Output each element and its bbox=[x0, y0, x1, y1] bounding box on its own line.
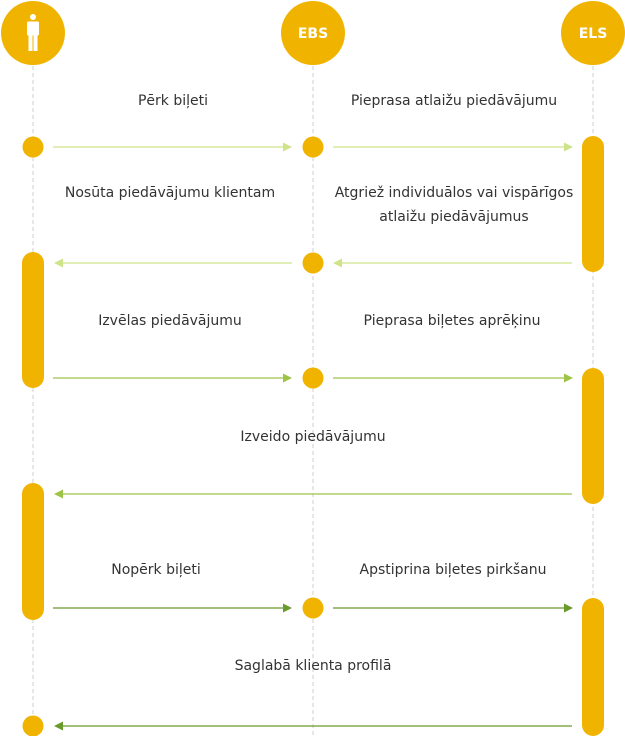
dot-ebs-3 bbox=[302, 367, 324, 389]
message-label: Pērk biļeti bbox=[137, 93, 209, 109]
message-label: Nopērk biļeti bbox=[111, 562, 201, 578]
arrow-4 bbox=[333, 258, 572, 268]
arrow-2 bbox=[333, 142, 573, 152]
message-label: Izveido piedāvājumu bbox=[240, 429, 386, 445]
message-label: Pieprasa atlaižu piedāvājumu bbox=[350, 93, 558, 109]
dot-client-1 bbox=[22, 136, 44, 158]
dot-client-2 bbox=[22, 715, 44, 737]
activation-client-2 bbox=[22, 483, 44, 620]
message-label: Atgriež individuālos vai vispārīgos bbox=[334, 185, 574, 201]
activation-els-1 bbox=[582, 136, 604, 272]
dot-ebs-4 bbox=[302, 597, 324, 619]
arrow-3 bbox=[54, 258, 292, 268]
message-label: atlaižu piedāvājumus bbox=[379, 209, 529, 225]
activation-client-1 bbox=[22, 252, 44, 388]
actor-ebs bbox=[281, 1, 345, 65]
arrow-9 bbox=[333, 603, 573, 613]
activation-els-2 bbox=[582, 368, 604, 504]
person-icon bbox=[27, 14, 39, 51]
arrow-1 bbox=[53, 142, 292, 152]
message-label: Apstiprina biļetes pirkšanu bbox=[359, 562, 547, 578]
actor-els-label: ELS bbox=[579, 26, 608, 42]
message-label: Izvēlas piedāvājumu bbox=[98, 313, 242, 329]
arrow-10 bbox=[54, 721, 572, 731]
dot-ebs-2 bbox=[302, 252, 324, 274]
actor-ebs-label: EBS bbox=[298, 26, 328, 42]
activation-els-3 bbox=[582, 598, 604, 736]
arrow-6 bbox=[333, 373, 573, 383]
message-label: Nosūta piedāvājumu klientam bbox=[64, 185, 276, 201]
arrow-5 bbox=[53, 373, 292, 383]
message-label: Saglabā klienta profilā bbox=[234, 658, 392, 674]
actor-els bbox=[561, 1, 625, 65]
arrow-8 bbox=[53, 603, 292, 613]
arrow-7 bbox=[54, 489, 572, 499]
message-label: Pieprasa biļetes aprēķinu bbox=[363, 313, 541, 329]
dot-ebs-1 bbox=[302, 136, 324, 158]
